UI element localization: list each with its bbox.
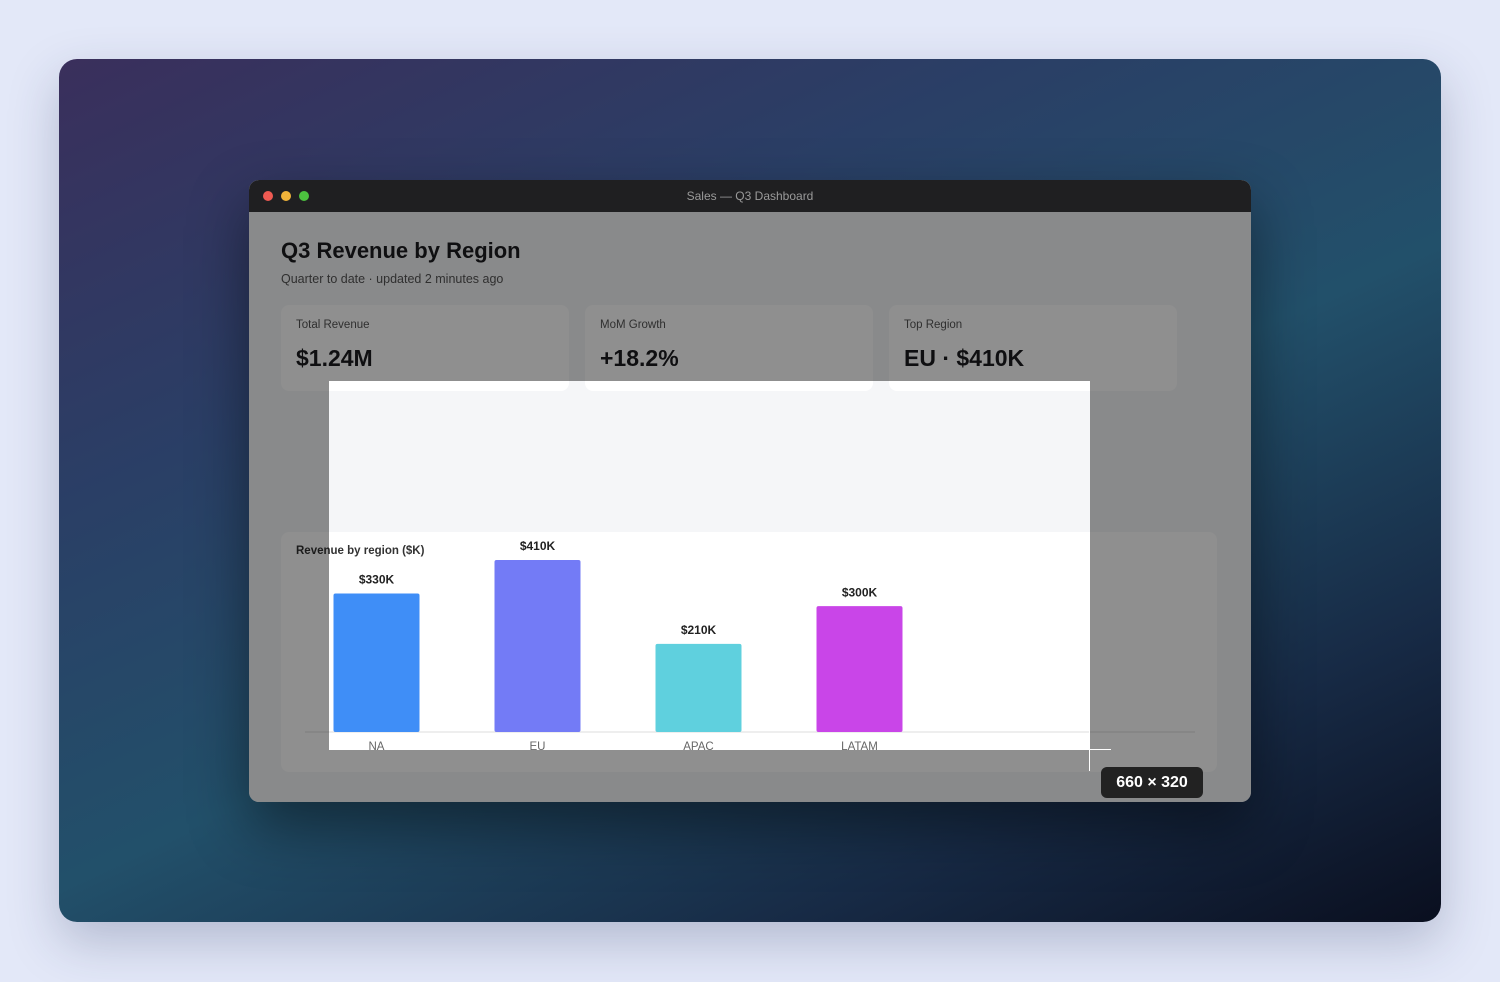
app-window: Sales — Q3 Dashboard Q3 Revenue by Regio… [249, 180, 1251, 802]
crosshair [1068, 749, 1111, 750]
zoom-button[interactable] [299, 191, 309, 201]
kpi-label: Total Revenue [296, 319, 370, 331]
close-button[interactable] [263, 191, 273, 201]
x-tick-label: LATAM [841, 741, 878, 753]
dim-overlay [249, 750, 1251, 802]
bar [655, 643, 742, 732]
value-label: $210K [681, 623, 717, 637]
dim-overlay [1090, 381, 1251, 750]
bar [494, 560, 581, 732]
value-label: $300K [842, 585, 878, 599]
bar [816, 606, 903, 732]
window-title: Sales — Q3 Dashboard [686, 189, 814, 203]
value-label: $410K [520, 539, 556, 553]
chart-card: Revenue by region ($K) $330K NA $410K EU $21… [281, 532, 1217, 772]
kpi-label: MoM Growth [600, 319, 666, 331]
chart-title: Revenue by region ($K) [296, 545, 425, 557]
bar [333, 593, 420, 732]
value-label: $330K [359, 573, 395, 587]
kpi-label: Top Region [904, 319, 963, 331]
kpi-card: Total Revenue $1.24M [281, 305, 569, 391]
selection-size: 660 × 320 [1101, 767, 1203, 798]
crosshair [1089, 729, 1090, 771]
dim-overlay [249, 381, 329, 750]
page-subtitle: Quarter to date · updated 2 minutes ago [281, 272, 504, 286]
dim-overlay [249, 212, 1251, 381]
x-tick-label: NA [369, 741, 385, 753]
x-tick-label: EU [530, 741, 546, 753]
title-bar: Sales — Q3 Dashboard [249, 180, 1251, 212]
chart: Revenue by region ($K) $330K NA $410K EU $21… [296, 539, 1195, 753]
page-title: Q3 Revenue by Region [281, 238, 521, 263]
minimize-button[interactable] [281, 191, 291, 201]
kpi-card: MoM Growth +18.2% [585, 305, 873, 391]
kpi-value: $1.24M [296, 345, 373, 371]
x-tick-label: APAC [683, 741, 713, 753]
kpi-card: Top Region EU · $410K [889, 305, 1177, 391]
kpi-value: EU · $410K [904, 345, 1025, 371]
kpi-value: +18.2% [600, 345, 679, 371]
